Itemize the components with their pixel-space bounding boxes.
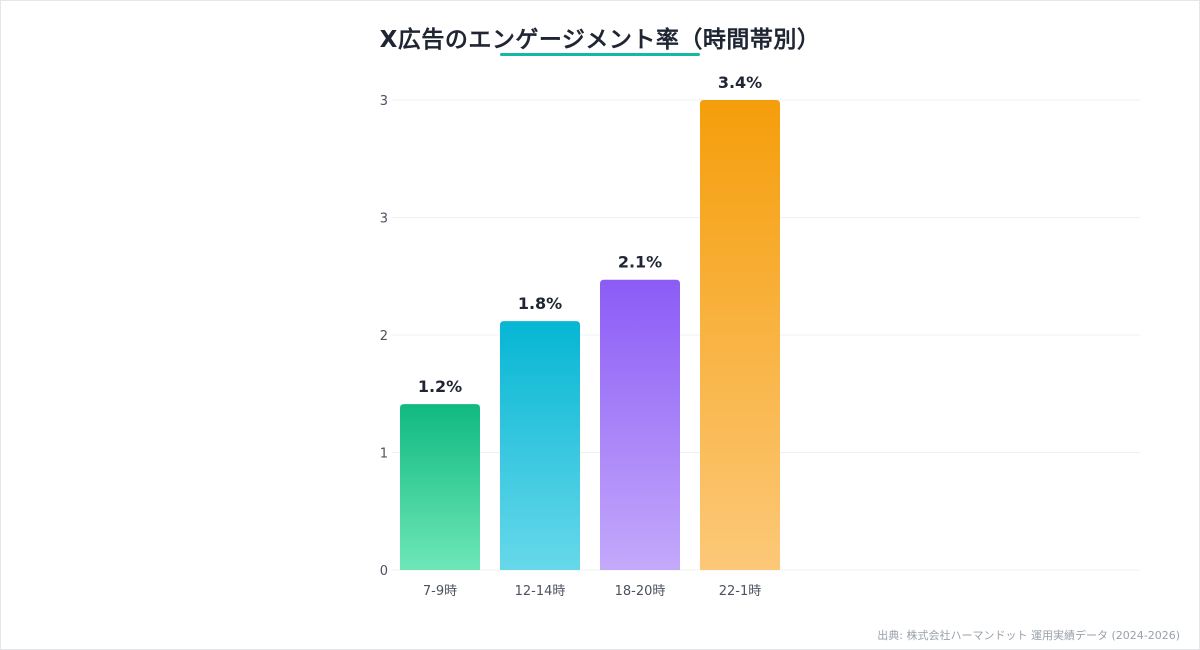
y-axis-ticks: 0 1 2 3 3	[380, 94, 388, 579]
x-tick-label: 7-9時	[423, 584, 457, 599]
bar-18-20時	[600, 279, 680, 570]
value-label: 1.8%	[518, 294, 562, 313]
x-axis-ticks: 7-9時 12-14時 18-20時 22-1時	[423, 584, 761, 599]
source-note: 出典: 株式会社ハーマンドット 運用実績データ (2024-2026)	[877, 629, 1180, 642]
y-tick-label: 3	[380, 212, 388, 227]
bars	[400, 100, 780, 570]
bar-12-14時	[500, 321, 580, 570]
title-underline	[500, 53, 700, 56]
x-tick-label: 18-20時	[615, 584, 666, 599]
chart-title: X広告のエンゲージメント率（時間帯別）	[379, 27, 821, 53]
value-labels: 1.2% 1.8% 2.1% 3.4%	[418, 73, 762, 396]
y-tick-label: 1	[380, 447, 388, 462]
x-tick-label: 22-1時	[719, 584, 762, 599]
x-tick-label: 12-14時	[515, 584, 566, 599]
y-tick-label: 0	[380, 564, 388, 579]
value-label: 2.1%	[618, 253, 662, 272]
y-tick-label: 2	[380, 329, 388, 344]
y-tick-label: 3	[380, 94, 388, 109]
value-label: 3.4%	[718, 73, 762, 92]
bar-22-1時	[700, 100, 780, 570]
bar-7-9時	[400, 404, 480, 570]
value-label: 1.2%	[418, 377, 462, 396]
